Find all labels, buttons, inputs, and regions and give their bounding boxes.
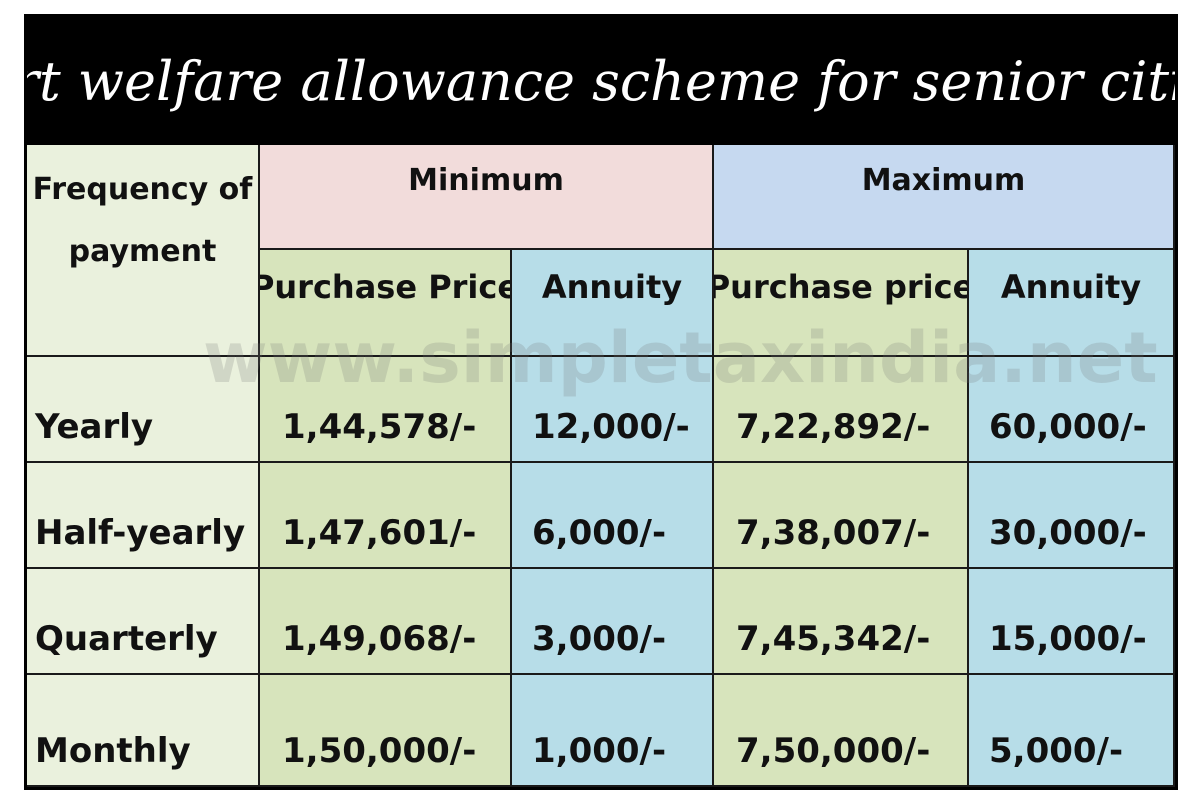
frequency-cell: Yearly <box>27 357 260 463</box>
min-purchase-cell: 1,50,000/- <box>260 675 512 787</box>
min-annuity-header: Annuity <box>512 250 714 357</box>
min-purchase-cell: 1,44,578/- <box>260 357 512 463</box>
max-annuity-cell: 5,000/- <box>969 675 1175 787</box>
frequency-header: Frequency of payment <box>27 145 260 357</box>
min-purchase-header: Purchase Price <box>260 250 512 357</box>
max-annuity-cell: 30,000/- <box>969 463 1175 569</box>
max-purchase-header: Purchase price <box>714 250 969 357</box>
max-purchase-cell: 7,22,892/- <box>714 357 969 463</box>
min-purchase-cell: 1,47,601/- <box>260 463 512 569</box>
max-annuity-cell: 60,000/- <box>969 357 1175 463</box>
scheme-table-frame: Smart welfare allowance scheme for senio… <box>24 14 1178 790</box>
max-annuity-cell: 15,000/- <box>969 569 1175 675</box>
max-purchase-cell: 7,45,342/- <box>714 569 969 675</box>
max-purchase-cell: 7,50,000/- <box>714 675 969 787</box>
max-annuity-header: Annuity <box>969 250 1175 357</box>
frequency-header-line1: Frequency of <box>32 172 253 207</box>
minimum-header: Minimum <box>260 145 714 250</box>
frequency-header-line2: payment <box>68 234 217 269</box>
min-purchase-cell: 1,49,068/- <box>260 569 512 675</box>
frequency-cell: Monthly <box>27 675 260 787</box>
min-annuity-cell: 12,000/- <box>512 357 714 463</box>
min-annuity-cell: 3,000/- <box>512 569 714 675</box>
max-purchase-cell: 7,38,007/- <box>714 463 969 569</box>
frequency-cell: Quarterly <box>27 569 260 675</box>
maximum-header: Maximum <box>714 145 1175 250</box>
frequency-cell: Half-yearly <box>27 463 260 569</box>
min-annuity-cell: 1,000/- <box>512 675 714 787</box>
page-title: Smart welfare allowance scheme for senio… <box>27 17 1175 145</box>
min-annuity-cell: 6,000/- <box>512 463 714 569</box>
